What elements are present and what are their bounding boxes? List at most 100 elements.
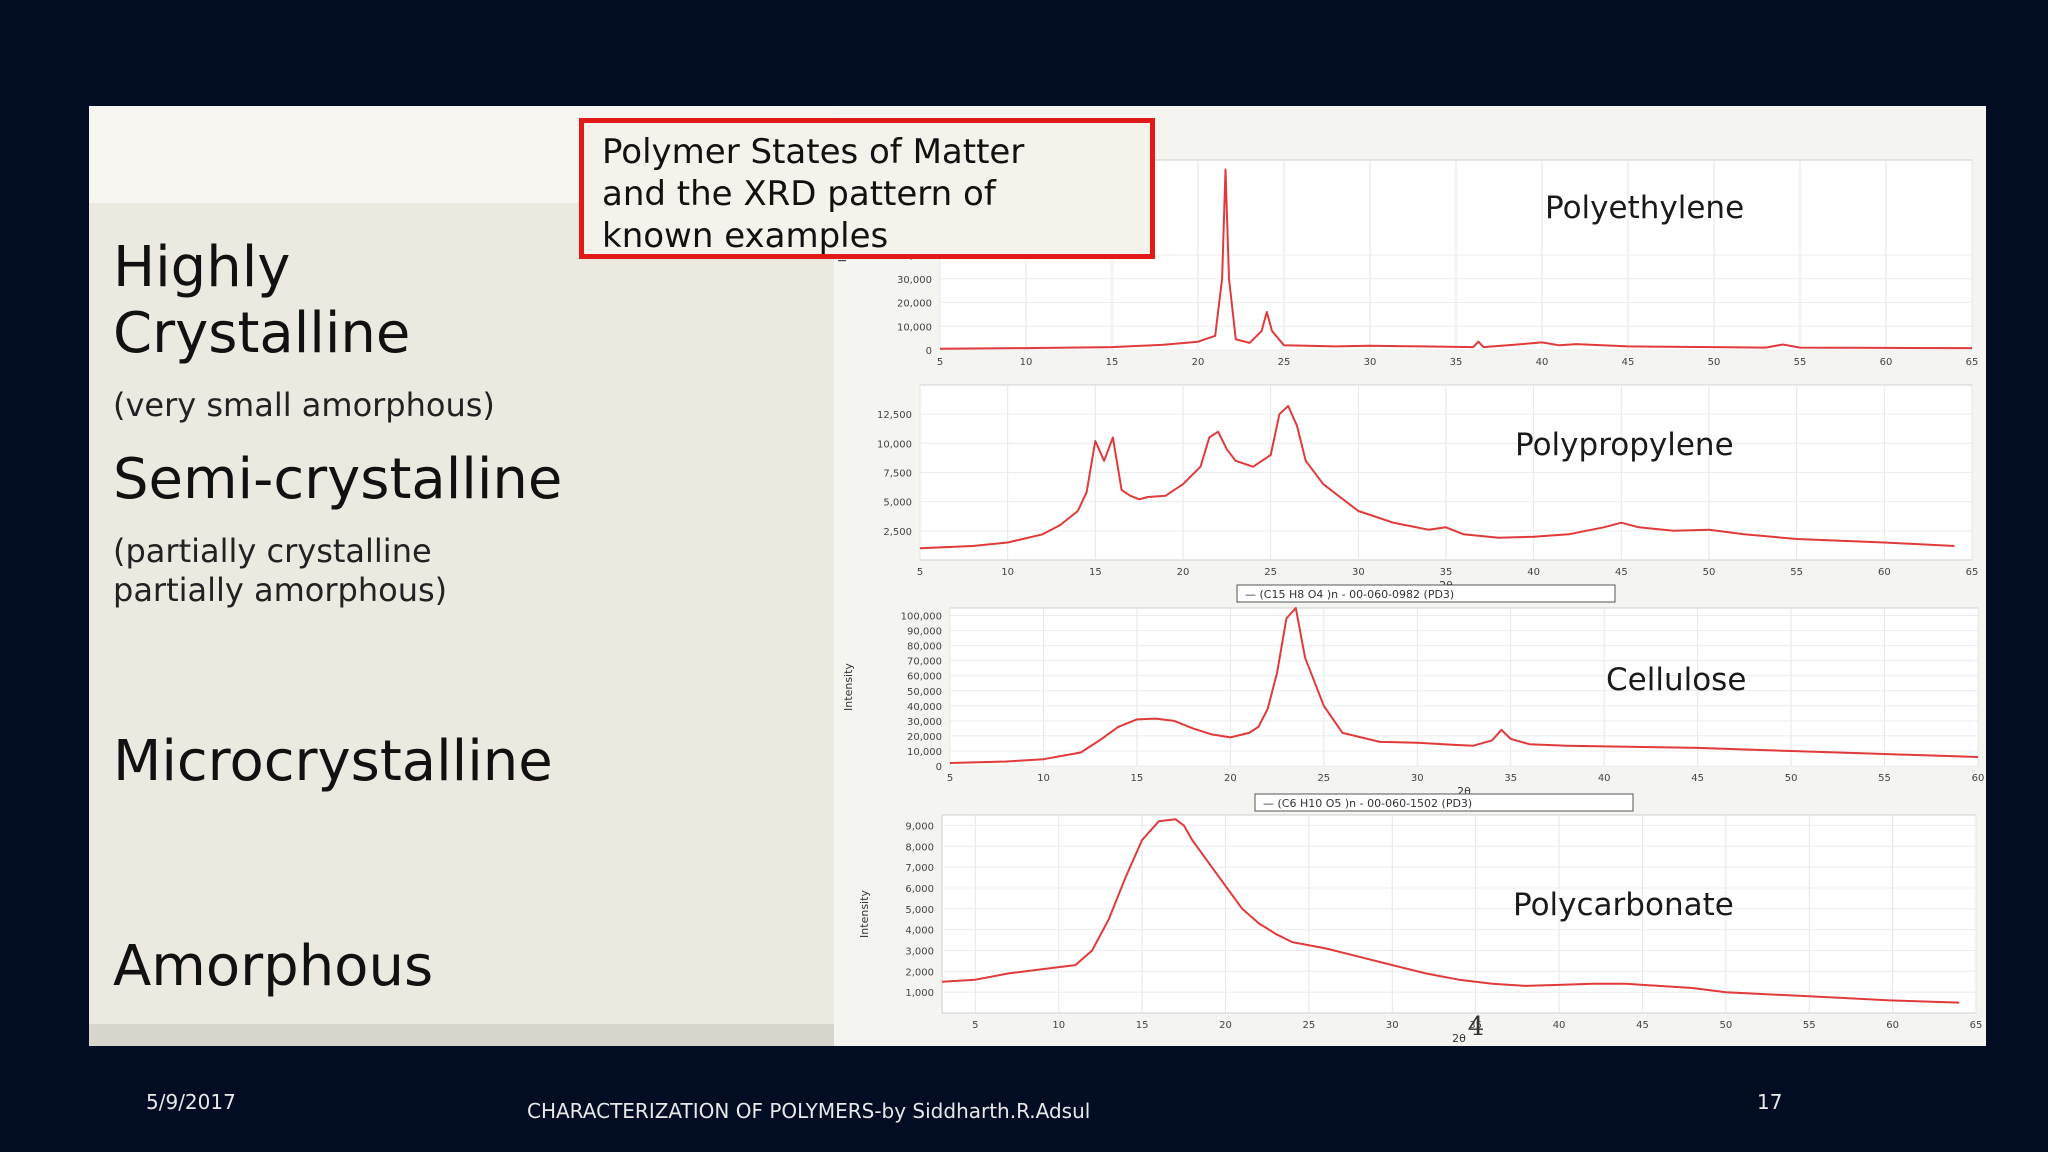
y-tick-label: 30,000 <box>897 275 932 286</box>
x-tick-label: 55 <box>1790 567 1803 578</box>
x-tick-label: 55 <box>1803 1020 1816 1031</box>
plot-area <box>941 814 1977 1014</box>
y-axis-label: Intensity <box>842 663 855 711</box>
y-tick-label: 12,500 <box>877 410 912 421</box>
polymer-label: Polypropylene <box>1515 427 1734 463</box>
y-tick-label: 20,000 <box>897 299 932 310</box>
x-tick-label: 5 <box>972 1020 978 1031</box>
x-tick-label: 20 <box>1177 567 1190 578</box>
y-tick-label: 5,000 <box>883 498 912 509</box>
legend-box <box>1254 793 1634 812</box>
x-tick-label: 15 <box>1106 357 1119 368</box>
x-tick-label: 60 <box>1972 773 1985 784</box>
x-tick-label: 45 <box>1636 1020 1649 1031</box>
x-tick-label: 10 <box>1037 773 1050 784</box>
x-tick-label: 50 <box>1785 773 1798 784</box>
y-tick-label: 30,000 <box>907 717 942 728</box>
xrd-chart-polycarbonate: 5 10 15 20 25 30 35 40 45 50 55 60 65 1,000 2,000 3,000… <box>858 814 1983 1045</box>
x-tick-label: 30 <box>1364 357 1377 368</box>
slide-title-box: Polymer States of Matter and the XRD pat… <box>579 118 1155 259</box>
y-tick-label: 9,000 <box>905 821 934 832</box>
legend-entry: — (C6 H10 O5 )n - 00-060-1502 (PD3) <box>1263 797 1472 810</box>
y-tick-label: 2,000 <box>905 967 934 978</box>
y-tick-label: 70,000 <box>907 657 942 668</box>
legend-box <box>1236 584 1616 603</box>
x-tick-label: 55 <box>1878 773 1891 784</box>
state-name: Microcrystalline <box>113 729 553 794</box>
x-tick-label: 20 <box>1192 357 1205 368</box>
y-tick-label: 6,000 <box>905 884 934 895</box>
x-tick-label: 40 <box>1536 357 1549 368</box>
x-tick-label: 25 <box>1278 357 1291 368</box>
x-tick-label: 35 <box>1450 357 1463 368</box>
footer-title: CHARACTERIZATION OF POLYMERS-by Siddhart… <box>527 1099 1091 1123</box>
y-tick-label: 90,000 <box>907 627 942 638</box>
y-tick-label: 10,000 <box>907 747 942 758</box>
x-tick-label: 65 <box>1966 567 1979 578</box>
state-note: (very small amorphous) <box>113 386 495 424</box>
x-tick-label: 25 <box>1303 1020 1316 1031</box>
state-semi-crystalline: Semi-crystalline (partially crystalline … <box>113 428 562 629</box>
y-tick-label: 7,500 <box>883 469 912 480</box>
state-name: Semi-crystalline <box>113 447 563 512</box>
state-note: (partially crystalline partially amorpho… <box>113 532 448 609</box>
x-tick-label: 45 <box>1615 567 1628 578</box>
x-tick-label: 20 <box>1224 773 1237 784</box>
xrd-trace <box>919 405 1955 550</box>
x-tick-label: 25 <box>1264 567 1277 578</box>
x-tick-label: 65 <box>1966 357 1979 368</box>
x-tick-label: 15 <box>1131 773 1144 784</box>
x-tick-label: 35 <box>1504 773 1517 784</box>
x-tick-label: 30 <box>1386 1020 1399 1031</box>
x-tick-label: 40 <box>1553 1020 1566 1031</box>
y-tick-label: 20,000 <box>907 732 942 743</box>
x-tick-label: 25 <box>1317 773 1330 784</box>
state-microcrystalline: Microcrystalline <box>113 710 553 814</box>
x-tick-label: 35 <box>1469 1020 1482 1031</box>
x-tick-label: 40 <box>1598 773 1611 784</box>
x-tick-label: 15 <box>1089 567 1102 578</box>
state-name: Amorphous <box>113 934 434 999</box>
x-tick-label: 65 <box>1970 1020 1983 1031</box>
y-tick-label: 2,500 <box>883 527 912 538</box>
x-tick-label: 50 <box>1703 567 1716 578</box>
y-tick-label: 0 <box>926 346 932 357</box>
y-tick-label: 0 <box>936 762 942 773</box>
xrd-chart-polypropylene: 5 10 15 20 25 30 35 40 45 50 55 60 65 2,500 5,000 7,500… <box>877 384 1979 603</box>
state-name: Highly Crystalline <box>113 235 411 366</box>
y-axis-label: Intensity <box>858 890 871 938</box>
polymer-label: Polycarbonate <box>1513 887 1734 923</box>
y-tick-label: 7,000 <box>905 863 934 874</box>
y-tick-label: 40,000 <box>907 702 942 713</box>
y-tick-label: 10,000 <box>877 439 912 450</box>
x-axis-label: 2θ <box>1452 1032 1466 1045</box>
x-tick-label: 10 <box>1020 357 1033 368</box>
polymer-label: Polyethylene <box>1545 190 1744 226</box>
plot-area <box>949 607 1979 767</box>
x-tick-label: 50 <box>1719 1020 1732 1031</box>
y-tick-label: 80,000 <box>907 642 942 653</box>
y-tick-label: 4,000 <box>905 926 934 937</box>
y-tick-label: 3,000 <box>905 946 934 957</box>
legend-entry: — (C15 H8 O4 )n - 00-060-0982 (PD3) <box>1245 588 1454 601</box>
y-tick-label: 5,000 <box>905 905 934 916</box>
x-tick-label: 10 <box>1052 1020 1065 1031</box>
x-tick-label: 50 <box>1708 357 1721 368</box>
x-tick-label: 10 <box>1001 567 1014 578</box>
xrd-chart-cellulose: 5 10 15 20 25 30 35 40 45 50 55 60 0 10,000 20,000 30,0… <box>842 607 1985 812</box>
x-tick-label: 15 <box>1136 1020 1149 1031</box>
state-amorphous: Amorphous <box>113 915 433 1019</box>
x-tick-label: 30 <box>1352 567 1365 578</box>
footer-page-number: 17 <box>1757 1090 1783 1114</box>
x-tick-label: 40 <box>1527 567 1540 578</box>
x-tick-label: 5 <box>917 567 923 578</box>
x-tick-label: 5 <box>947 773 953 784</box>
x-tick-label: 5 <box>937 357 943 368</box>
y-tick-label: 50,000 <box>907 687 942 698</box>
x-tick-label: 60 <box>1878 567 1891 578</box>
x-tick-label: 55 <box>1794 357 1807 368</box>
xrd-trace <box>949 607 1979 764</box>
page-mark: 4 <box>1468 1012 1485 1042</box>
footer-date: 5/9/2017 <box>146 1090 236 1114</box>
x-tick-label: 60 <box>1886 1020 1899 1031</box>
